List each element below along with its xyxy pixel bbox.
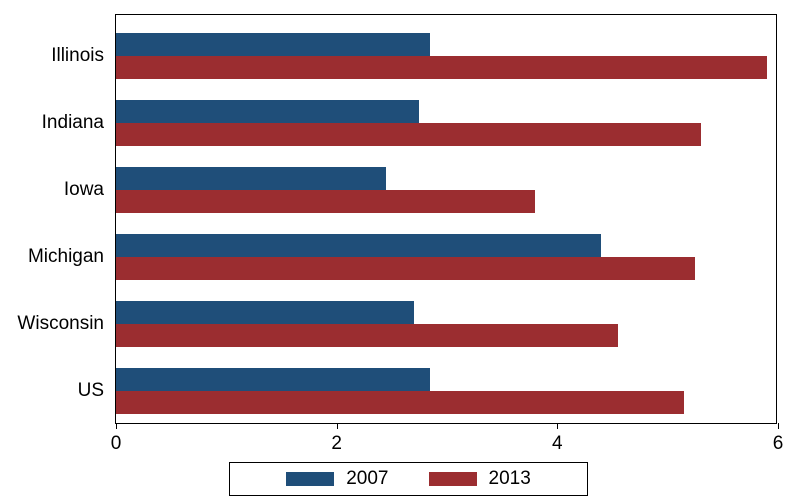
bar — [116, 391, 684, 414]
legend-item: 2013 — [429, 468, 531, 490]
bar — [116, 167, 386, 190]
y-tick-label: Wisconsin — [17, 313, 116, 335]
bar — [116, 190, 535, 213]
legend: 2007 2013 — [229, 462, 588, 496]
bar — [116, 100, 419, 123]
bar — [116, 324, 618, 347]
bar — [116, 33, 430, 56]
y-tick-label: US — [78, 380, 116, 402]
x-tick-label: 4 — [552, 423, 563, 455]
y-tick-label: Illinois — [51, 45, 116, 67]
x-tick-label: 2 — [331, 423, 342, 455]
bar — [116, 301, 414, 324]
chart-container: 0 2 4 6 Illinois Indiana Iowa Michigan Wisconsin… — [0, 0, 800, 503]
x-tick-label: 6 — [773, 423, 784, 455]
y-tick-label: Indiana — [42, 112, 116, 134]
y-tick-label: Michigan — [28, 246, 116, 268]
x-tick-label: 0 — [111, 423, 122, 455]
bar — [116, 368, 430, 391]
bar — [116, 123, 701, 146]
legend-swatch — [286, 472, 334, 486]
bar — [116, 234, 601, 257]
legend-label: 2013 — [489, 468, 531, 490]
legend-swatch — [429, 472, 477, 486]
plot-area: 0246IllinoisIndianaIowaMichiganWisconsin… — [115, 14, 777, 424]
legend-item: 2007 — [286, 468, 388, 490]
y-tick-label: Iowa — [64, 179, 116, 201]
legend-label: 2007 — [346, 468, 388, 490]
bar — [116, 56, 767, 79]
bar — [116, 257, 695, 280]
